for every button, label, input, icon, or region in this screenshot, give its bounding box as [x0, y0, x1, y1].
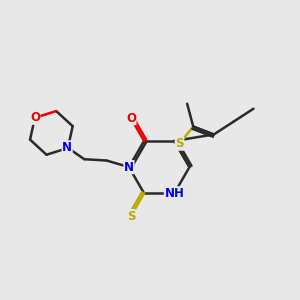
Text: O: O [30, 111, 40, 124]
Text: NH: NH [164, 187, 184, 200]
Text: S: S [175, 137, 184, 150]
Text: O: O [126, 112, 136, 124]
Text: N: N [124, 160, 134, 174]
Text: S: S [127, 210, 135, 223]
Text: N: N [62, 141, 72, 154]
